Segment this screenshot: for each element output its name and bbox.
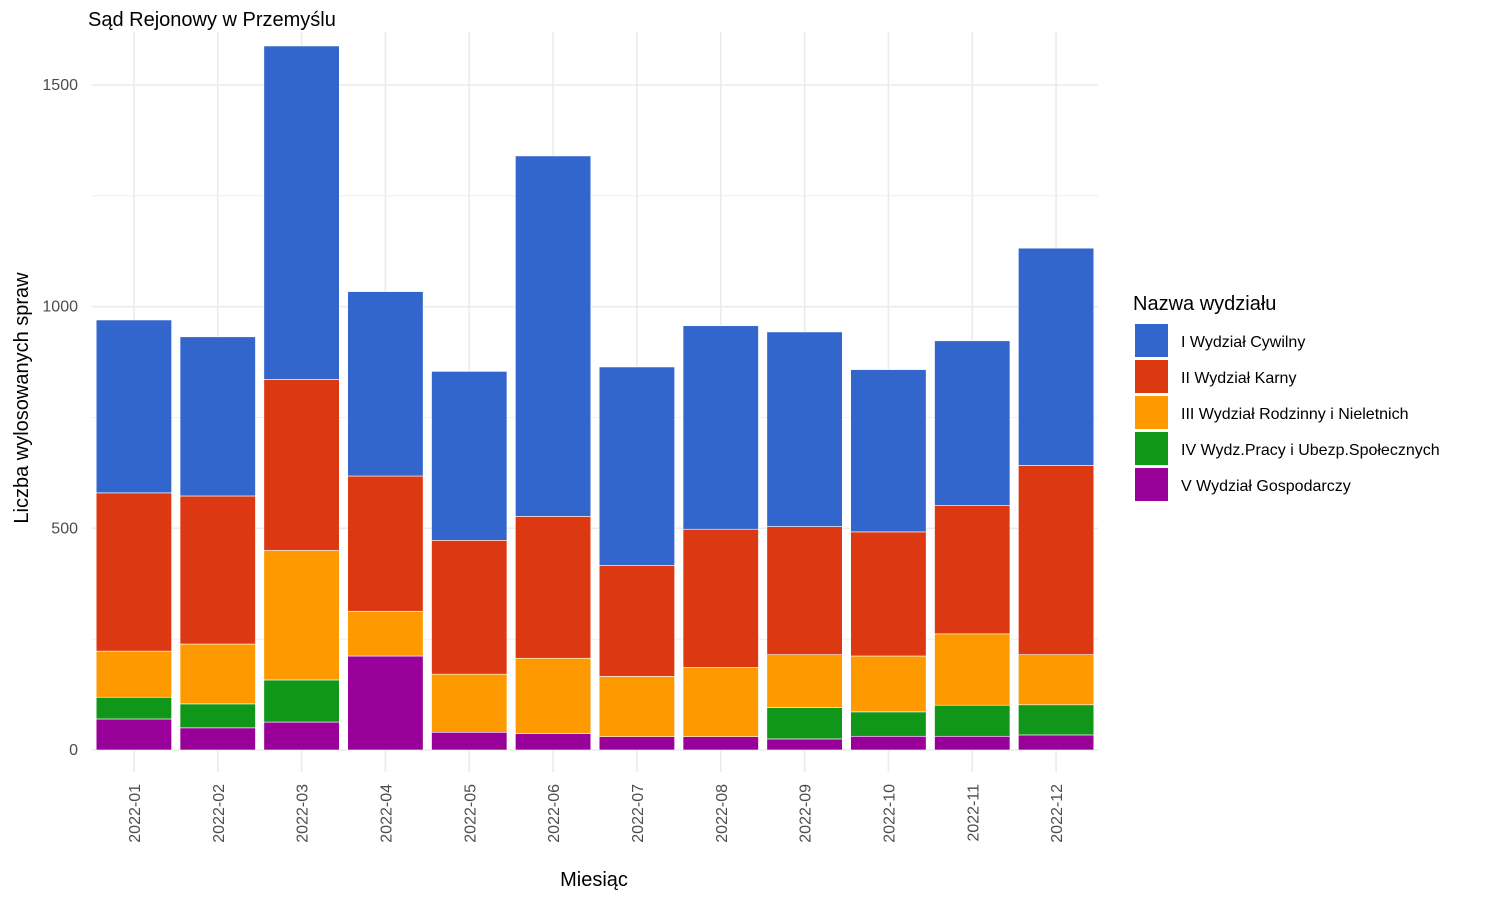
bar-segment bbox=[850, 735, 927, 751]
bar-segment bbox=[515, 733, 592, 751]
y-axis-label: Liczba wylosowanych spraw bbox=[11, 272, 33, 524]
bar-segment bbox=[179, 703, 256, 729]
bar-segment bbox=[1018, 704, 1095, 736]
bar-segment bbox=[850, 711, 927, 737]
bar-segment bbox=[934, 735, 1011, 751]
x-tick-label: 2022-02 bbox=[211, 784, 228, 843]
bar-segment bbox=[95, 696, 172, 720]
bar-segment bbox=[347, 610, 424, 657]
bar-segment bbox=[263, 721, 340, 751]
bar-segment bbox=[179, 495, 256, 645]
bar-segment bbox=[766, 526, 843, 655]
legend-label: IV Wydz.Pracy i Ubezp.Społecznych bbox=[1181, 442, 1440, 459]
bar-segment bbox=[934, 504, 1011, 635]
bar-segment bbox=[95, 718, 172, 751]
bar-segment bbox=[598, 736, 675, 751]
bar-segment bbox=[682, 325, 759, 530]
legend-label: II Wydział Karny bbox=[1181, 370, 1296, 387]
bar-segment bbox=[934, 633, 1011, 706]
bar-segment bbox=[682, 528, 759, 668]
x-tick-label: 2022-10 bbox=[881, 784, 898, 843]
x-axis-label: Miesiąc bbox=[560, 869, 628, 891]
bar-segment bbox=[766, 738, 843, 751]
y-tick-label: 1000 bbox=[42, 299, 78, 316]
x-tick-label: 2022-11 bbox=[965, 784, 982, 842]
bar-segment bbox=[515, 155, 592, 517]
bar-segment bbox=[766, 654, 843, 708]
bar-segment bbox=[263, 550, 340, 681]
bar-segment bbox=[347, 475, 424, 612]
legend-label: I Wydział Cywilny bbox=[1181, 334, 1305, 351]
bar-segment bbox=[347, 655, 424, 751]
bar-segment bbox=[431, 731, 508, 751]
bar-segment bbox=[1018, 247, 1095, 466]
bar-segment bbox=[515, 657, 592, 734]
bar-segment bbox=[598, 366, 675, 566]
bar-segment bbox=[179, 336, 256, 497]
y-tick-label: 0 bbox=[69, 742, 78, 759]
bar-segment bbox=[179, 643, 256, 705]
bar-segment bbox=[431, 371, 508, 541]
legend-swatch bbox=[1135, 360, 1168, 393]
y-tick-label: 500 bbox=[51, 520, 78, 537]
bar-segment bbox=[263, 679, 340, 723]
legend: Nazwa wydziału I Wydział Cywilny II Wydzi… bbox=[1133, 293, 1440, 501]
x-tick-label: 2022-06 bbox=[546, 784, 563, 843]
bar-segment bbox=[95, 492, 172, 652]
x-tick-label: 2022-12 bbox=[1049, 784, 1066, 843]
bar-segment bbox=[431, 673, 508, 733]
legend-swatch bbox=[1135, 468, 1168, 501]
bar-segment bbox=[95, 319, 172, 494]
bars bbox=[95, 45, 1095, 751]
legend-swatch bbox=[1135, 324, 1168, 357]
legend-items: I Wydział Cywilny II Wydział Karny III Wyd… bbox=[1135, 324, 1440, 501]
bar-segment bbox=[682, 736, 759, 751]
bar-segment bbox=[598, 565, 675, 677]
bar-segment bbox=[766, 707, 843, 740]
bar-segment bbox=[431, 540, 508, 675]
bar-segment bbox=[934, 340, 1011, 506]
legend-title: Nazwa wydziału bbox=[1133, 293, 1276, 315]
x-tick-label: 2022-09 bbox=[798, 784, 815, 843]
bar-segment bbox=[263, 379, 340, 551]
bar-segment bbox=[598, 676, 675, 738]
x-tick-label: 2022-05 bbox=[462, 784, 479, 843]
chart-title: Sąd Rejonowy w Przemyślu bbox=[88, 9, 336, 31]
bar-segment bbox=[1018, 465, 1095, 655]
legend-label: III Wydział Rodzinny i Nieletnich bbox=[1181, 406, 1409, 423]
bar-segment bbox=[1018, 654, 1095, 706]
bar-segment bbox=[850, 531, 927, 657]
bar-segment bbox=[850, 655, 927, 713]
bar-segment bbox=[95, 650, 172, 698]
bar-segment bbox=[1018, 734, 1095, 751]
legend-label: V Wydział Gospodarczy bbox=[1181, 478, 1351, 495]
x-tick-label: 2022-01 bbox=[127, 784, 144, 843]
x-tick-label: 2022-08 bbox=[714, 784, 731, 843]
y-tick-labels: 0 500 1000 1500 bbox=[42, 77, 78, 759]
x-tick-label: 2022-07 bbox=[630, 784, 647, 843]
legend-swatch bbox=[1135, 432, 1168, 465]
x-tick-label: 2022-03 bbox=[295, 784, 312, 843]
bar-segment bbox=[515, 516, 592, 659]
bar-segment bbox=[850, 369, 927, 533]
bar-segment bbox=[766, 331, 843, 527]
x-tick-label: 2022-04 bbox=[378, 784, 395, 843]
x-tick-labels: 2022-01 2022-02 2022-03 2022-04 2022-05 2022-… bbox=[127, 784, 1066, 843]
bar-segment bbox=[682, 667, 759, 737]
bar-segment bbox=[347, 291, 424, 477]
bar-segment bbox=[263, 45, 340, 380]
y-tick-label: 1500 bbox=[42, 77, 78, 94]
bar-segment bbox=[934, 704, 1011, 737]
legend-swatch bbox=[1135, 396, 1168, 429]
bar-segment bbox=[179, 727, 256, 751]
